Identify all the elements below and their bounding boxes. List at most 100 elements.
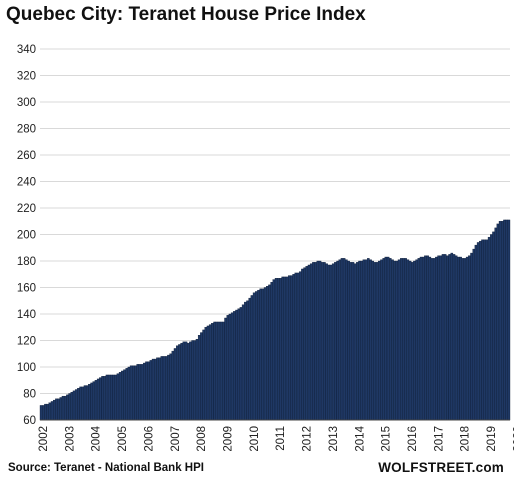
bar xyxy=(68,393,71,421)
bar xyxy=(378,260,381,421)
bar xyxy=(452,254,456,421)
bar xyxy=(72,390,76,421)
bar xyxy=(92,381,96,421)
bar xyxy=(413,260,416,421)
x-tick-label: 2010 xyxy=(249,426,261,452)
bar xyxy=(307,264,311,421)
bar xyxy=(85,385,89,421)
bar xyxy=(435,256,438,421)
bar xyxy=(261,288,265,421)
bar xyxy=(397,259,401,421)
bar xyxy=(314,262,317,421)
bar xyxy=(103,376,107,421)
bar xyxy=(507,219,511,421)
bar xyxy=(353,263,357,421)
bar xyxy=(81,386,85,421)
bar xyxy=(505,219,508,421)
bar xyxy=(419,256,423,421)
x-tick-label: 2004 xyxy=(91,425,103,451)
bar xyxy=(272,279,276,421)
bar xyxy=(347,260,350,421)
bar xyxy=(443,254,447,421)
bar xyxy=(255,291,258,421)
bar xyxy=(162,356,166,421)
bar xyxy=(323,262,326,421)
bar xyxy=(241,304,245,421)
bar xyxy=(503,219,506,421)
bar xyxy=(395,260,399,421)
bar xyxy=(215,321,219,421)
bar xyxy=(59,397,63,421)
x-tick-label: 2013 xyxy=(328,426,340,452)
bar xyxy=(204,327,208,421)
bar xyxy=(406,259,410,421)
bar xyxy=(123,369,126,421)
bar xyxy=(186,342,190,421)
bar xyxy=(132,365,135,421)
bar xyxy=(257,289,260,421)
x-tick-label: 2018 xyxy=(460,426,472,452)
bar xyxy=(206,325,210,421)
bar xyxy=(74,389,78,421)
bar xyxy=(96,378,100,421)
bar xyxy=(53,399,56,421)
bar xyxy=(266,285,269,421)
bar xyxy=(263,287,267,421)
y-tick-label: 280 xyxy=(17,124,36,136)
bar xyxy=(195,338,199,421)
bar xyxy=(351,262,355,421)
bar xyxy=(107,374,111,421)
bar xyxy=(356,262,359,421)
bar xyxy=(77,388,80,421)
x-tick-label: 2011 xyxy=(275,426,287,451)
bar xyxy=(61,395,65,421)
x-tick-label: 2009 xyxy=(223,426,235,452)
bar xyxy=(244,301,247,421)
bar xyxy=(178,344,181,421)
bar xyxy=(233,311,236,421)
y-tick-label: 200 xyxy=(17,230,36,242)
bar xyxy=(228,313,232,421)
bar xyxy=(296,272,300,421)
bar xyxy=(270,282,273,421)
bar xyxy=(219,321,223,421)
bar xyxy=(63,395,67,421)
bar xyxy=(134,365,137,421)
bar xyxy=(342,258,346,421)
bar xyxy=(274,278,278,421)
bar xyxy=(472,248,476,421)
x-tick-label: 2006 xyxy=(143,426,155,452)
bar xyxy=(446,255,449,421)
x-tick-label: 2012 xyxy=(302,426,314,452)
bar xyxy=(105,374,109,421)
x-tick-label: 2003 xyxy=(64,426,76,452)
bar xyxy=(487,236,491,421)
bar xyxy=(125,368,129,421)
bar xyxy=(127,366,131,421)
bar xyxy=(118,372,122,421)
bar xyxy=(283,276,287,421)
bar xyxy=(154,358,157,421)
bar xyxy=(292,274,295,421)
bar xyxy=(202,329,205,421)
bar xyxy=(316,260,320,421)
wolfstreet-watermark: WOLFSTREET.com xyxy=(378,460,504,475)
bar xyxy=(169,353,172,421)
bar xyxy=(158,357,161,421)
bar xyxy=(320,262,324,421)
bar xyxy=(149,360,153,421)
bar xyxy=(116,373,120,421)
bar xyxy=(55,398,58,421)
bar xyxy=(285,276,289,421)
chart-title: Quebec City: Teranet House Price Index xyxy=(6,4,366,25)
bar xyxy=(237,308,241,421)
bar xyxy=(173,348,177,421)
bar xyxy=(235,309,238,421)
bar xyxy=(496,223,500,421)
bar xyxy=(459,256,462,421)
bar xyxy=(167,354,170,421)
bar xyxy=(349,262,353,421)
y-tick-label: 260 xyxy=(17,150,36,162)
bar xyxy=(156,357,159,421)
